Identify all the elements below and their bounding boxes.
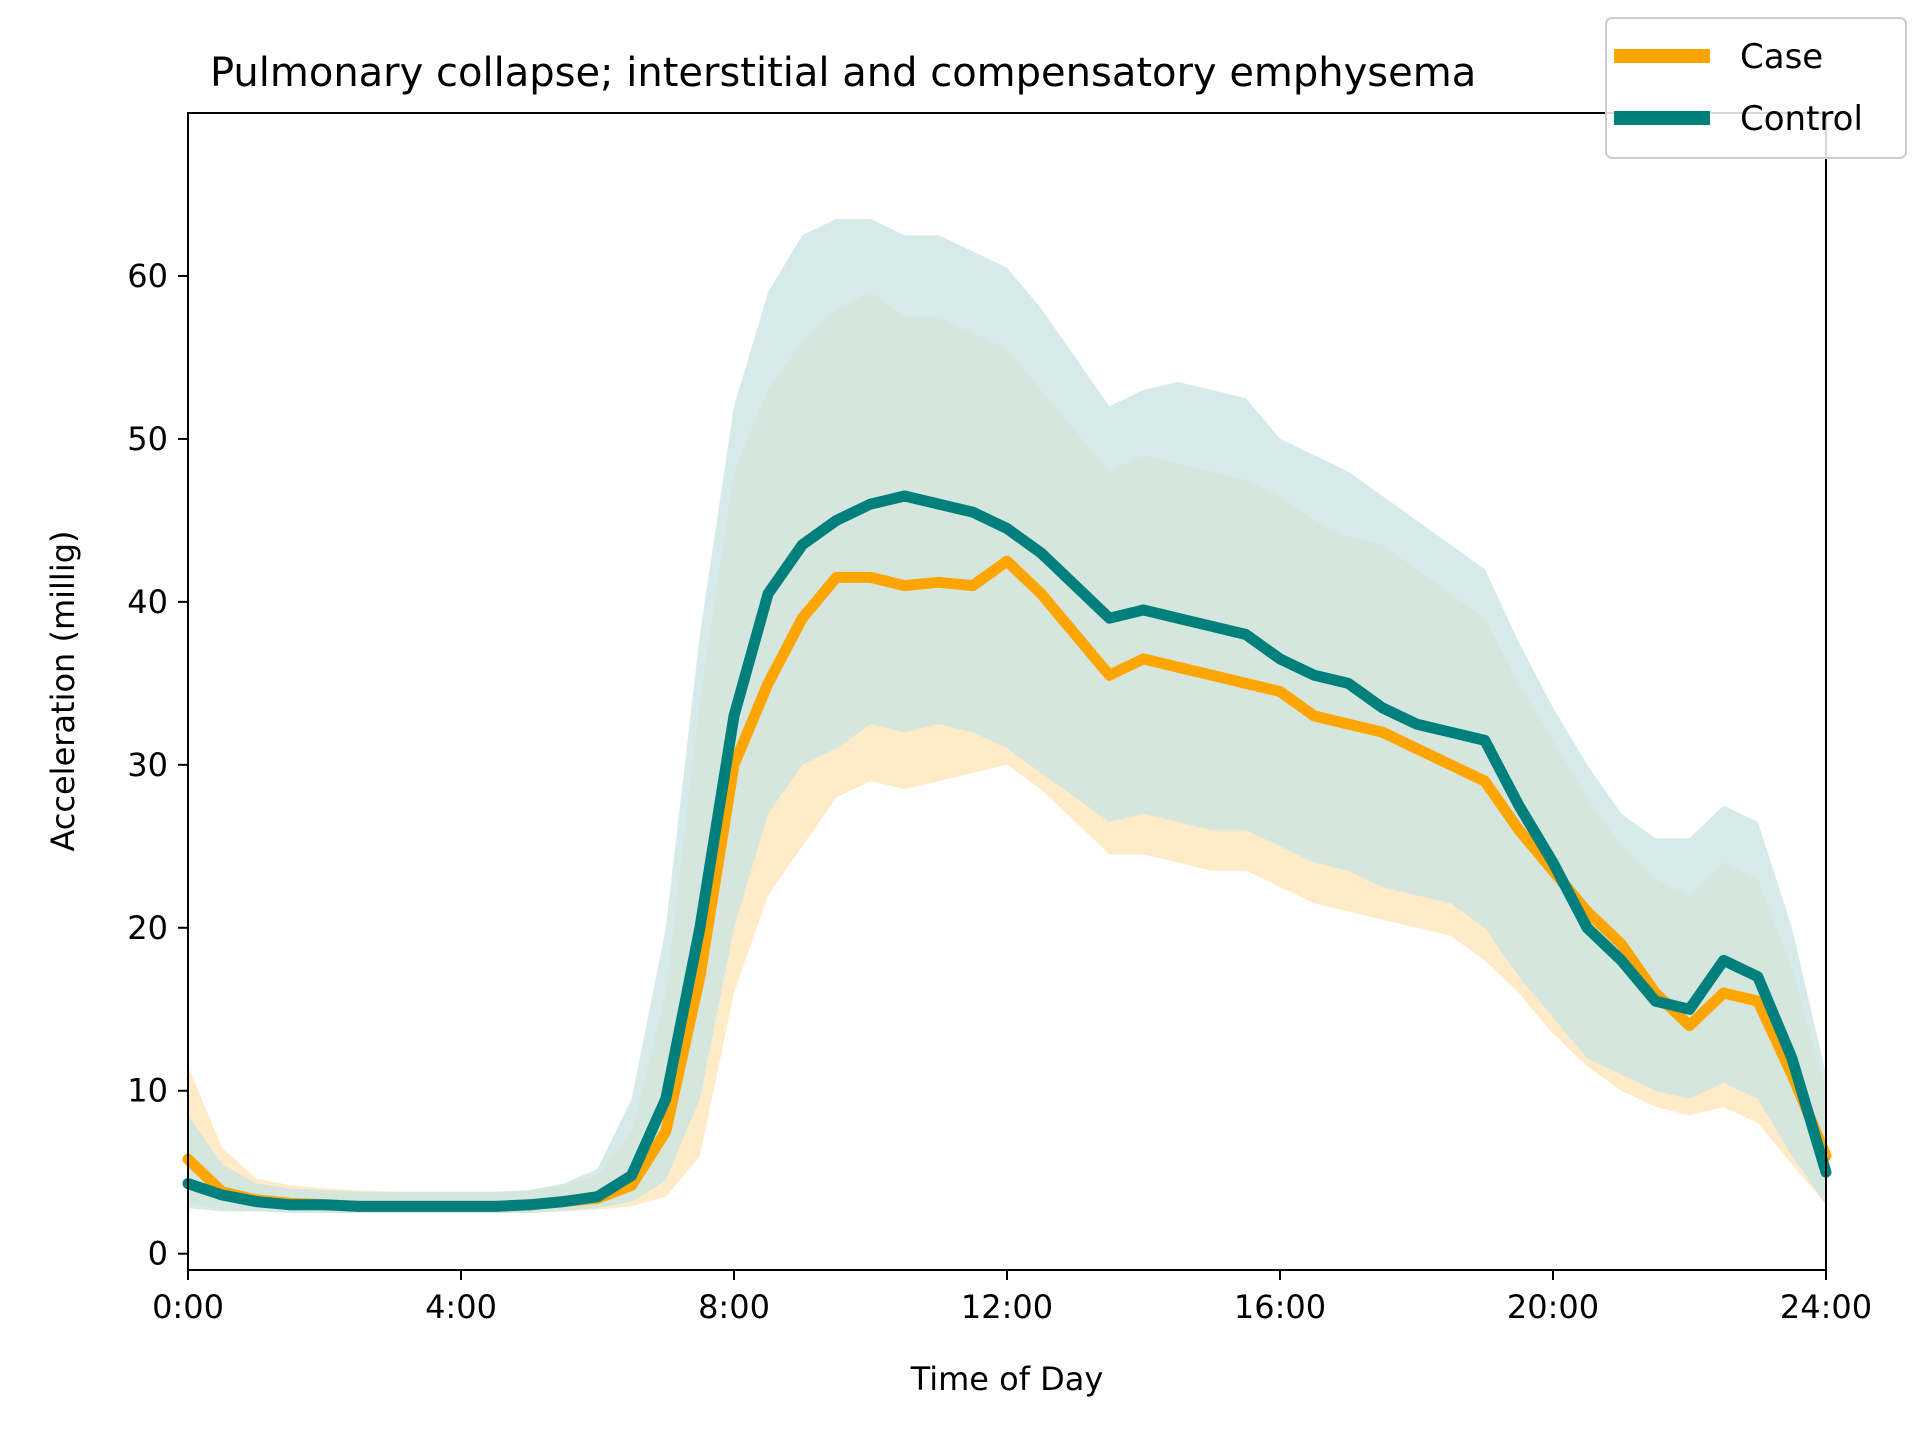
line-control: [182, 490, 1832, 1212]
x-axis-label: Time of Day: [910, 1360, 1104, 1398]
band-control: [188, 218, 1826, 1213]
y-axis-label: Acceleration (millig): [44, 530, 82, 851]
series-lines: [182, 490, 1832, 1212]
y-tick-label: 50: [127, 420, 168, 458]
x-tick-label: 8:00: [698, 1288, 770, 1326]
legend: Case Control: [1605, 17, 1907, 159]
y-tick-label: 40: [127, 583, 168, 621]
confidence-bands: [188, 218, 1826, 1213]
x-axis: 0:00 4:00 8:00 12:00 16:00 20:00 24:00: [152, 1270, 1872, 1326]
chart-title: Pulmonary collapse; interstitial and com…: [210, 50, 1476, 96]
legend-label-control: Control: [1740, 99, 1863, 139]
x-tick-label: 24:00: [1780, 1288, 1872, 1326]
x-tick-label: 16:00: [1234, 1288, 1326, 1326]
y-axis: 0 10 20 30 40 50 60: [127, 257, 188, 1273]
y-tick-label: 10: [127, 1072, 168, 1110]
x-tick-label: 4:00: [425, 1288, 497, 1326]
band-case: [188, 292, 1826, 1213]
y-tick-label: 60: [127, 257, 168, 295]
x-tick-label: 0:00: [152, 1288, 224, 1326]
y-tick-label: 0: [148, 1235, 168, 1273]
y-tick-label: 30: [127, 746, 168, 784]
y-tick-label: 20: [127, 909, 168, 947]
x-tick-label: 20:00: [1507, 1288, 1599, 1326]
legend-label-case: Case: [1740, 37, 1823, 77]
x-tick-label: 12:00: [961, 1288, 1053, 1326]
